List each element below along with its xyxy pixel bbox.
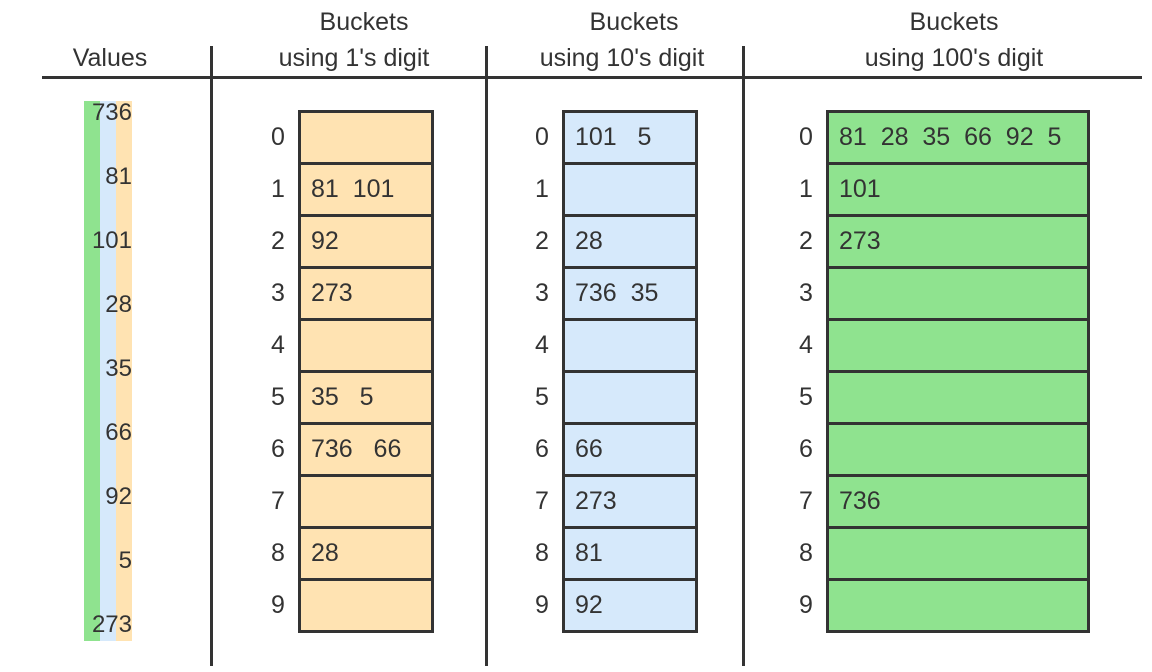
tens-bucket-index: 6 [535, 435, 549, 463]
hundreds-bucket: 736 [826, 474, 1090, 529]
hundreds-bucket-index: 1 [799, 175, 813, 203]
ones-bucket-index: 1 [271, 175, 285, 203]
hundreds-bucket-index: 3 [799, 279, 813, 307]
hundreds-bucket [826, 526, 1090, 581]
value-item: 35 [105, 355, 132, 382]
hundreds-bucket-index: 7 [799, 487, 813, 515]
value-item: 66 [105, 419, 132, 446]
ones-header-line1: Buckets [319, 8, 409, 36]
column-divider-1 [210, 46, 213, 666]
hundreds-bucket [826, 422, 1090, 477]
value-item: 28 [105, 291, 132, 318]
value-item: 736 [91, 99, 132, 126]
hundreds-bucket [826, 578, 1090, 633]
ones-bucket: 81 101 [298, 162, 434, 217]
hundreds-bucket-index: 4 [799, 331, 813, 359]
ones-bucket [298, 318, 434, 373]
tens-bucket: 81 [562, 526, 698, 581]
hundreds-bucket [826, 266, 1090, 321]
value-item: 81 [105, 163, 132, 190]
header-rule [42, 76, 1142, 79]
tens-bucket-index: 5 [535, 383, 549, 411]
ones-bucket-index: 5 [271, 383, 285, 411]
hundreds-bucket: 101 [826, 162, 1090, 217]
hundreds-header-line2: using 100's digit [864, 44, 1044, 72]
tens-bucket: 736 35 [562, 266, 698, 321]
tens-bucket-index: 0 [535, 123, 549, 151]
values-header: Values [72, 44, 148, 72]
hundreds-bucket: 273 [826, 214, 1090, 269]
ones-bucket [298, 578, 434, 633]
ones-bucket-index: 9 [271, 591, 285, 619]
tens-bucket-index: 3 [535, 279, 549, 307]
ones-bucket: 35 5 [298, 370, 434, 425]
value-item: 273 [91, 611, 132, 638]
ones-bucket [298, 110, 434, 165]
ones-bucket: 28 [298, 526, 434, 581]
column-divider-2 [485, 46, 488, 666]
ones-bucket: 273 [298, 266, 434, 321]
value-item: 92 [105, 483, 132, 510]
tens-header-line2: using 10's digit [539, 44, 705, 72]
ones-bucket: 736 66 [298, 422, 434, 477]
tens-bucket: 101 5 [562, 110, 698, 165]
ones-color-strip [116, 101, 132, 641]
hundreds-color-strip [84, 101, 100, 641]
ones-bucket-index: 3 [271, 279, 285, 307]
tens-header-line1: Buckets [589, 8, 679, 36]
ones-header-line2: using 1's digit [278, 44, 430, 72]
tens-bucket: 28 [562, 214, 698, 269]
hundreds-bucket: 81 28 35 66 92 5 [826, 110, 1090, 165]
hundreds-bucket-index: 5 [799, 383, 813, 411]
hundreds-bucket-index: 2 [799, 227, 813, 255]
hundreds-header-line1: Buckets [909, 8, 999, 36]
tens-bucket-index: 8 [535, 539, 549, 567]
hundreds-bucket [826, 370, 1090, 425]
tens-bucket-index: 1 [535, 175, 549, 203]
ones-bucket-index: 4 [271, 331, 285, 359]
tens-bucket-index: 9 [535, 591, 549, 619]
tens-bucket [562, 162, 698, 217]
ones-bucket-index: 0 [271, 123, 285, 151]
column-divider-3 [742, 46, 745, 666]
ones-bucket-index: 8 [271, 539, 285, 567]
tens-bucket-index: 4 [535, 331, 549, 359]
hundreds-bucket-index: 6 [799, 435, 813, 463]
tens-bucket [562, 318, 698, 373]
ones-bucket-index: 6 [271, 435, 285, 463]
hundreds-bucket-index: 9 [799, 591, 813, 619]
tens-bucket: 273 [562, 474, 698, 529]
tens-bucket: 92 [562, 578, 698, 633]
hundreds-bucket [826, 318, 1090, 373]
ones-bucket [298, 474, 434, 529]
value-item: 5 [118, 547, 132, 574]
value-item: 101 [91, 227, 132, 254]
ones-bucket-index: 2 [271, 227, 285, 255]
tens-bucket-index: 7 [535, 487, 549, 515]
tens-bucket [562, 370, 698, 425]
tens-bucket-index: 2 [535, 227, 549, 255]
tens-color-strip [100, 101, 116, 641]
ones-bucket-index: 7 [271, 487, 285, 515]
ones-bucket: 92 [298, 214, 434, 269]
hundreds-bucket-index: 0 [799, 123, 813, 151]
hundreds-bucket-index: 8 [799, 539, 813, 567]
tens-bucket: 66 [562, 422, 698, 477]
